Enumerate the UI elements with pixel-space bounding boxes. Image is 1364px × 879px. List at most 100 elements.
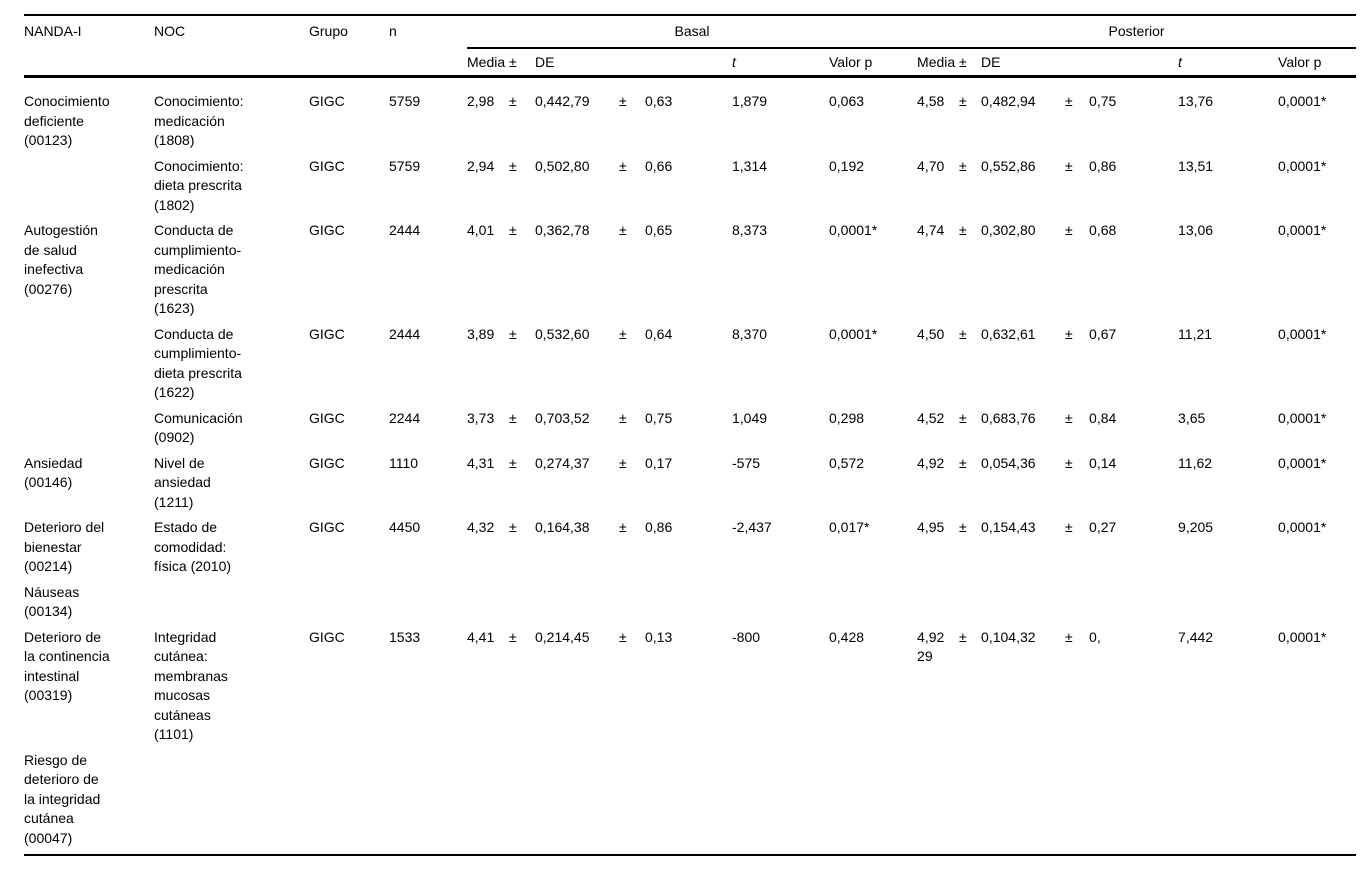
spacer [1089,47,1179,78]
posterior-t-cell: 11,62 [1178,454,1213,471]
col-header-basal-de: DE [535,47,619,78]
col-header-basal-pm: ± [509,47,535,78]
posterior-de-cell [981,750,1066,856]
basal-valor-p-cell: 0,0001* [829,325,878,342]
basal-valor-p-cell: 0,298 [829,409,865,426]
basal-de2-cell: 0,63 [645,93,673,109]
posterior-valor-p-cell: 0,0001* [1278,628,1327,645]
posterior-pm-sign-2: ± [1065,222,1073,238]
posterior-media-cell: 4,70 [917,157,945,174]
posterior-de-cell: 0,683,76 [981,409,1036,426]
posterior-valor-p-cell: 0,0001* [1278,519,1327,535]
posterior-t-cell: 13,06 [1178,222,1214,238]
noc-cell: Conducta de cumplimiento-medicación pres… [154,222,242,316]
basal-media-cell: 4,01 [467,222,495,238]
posterior-pm-sign: ± [959,519,967,535]
posterior-pm-sign-2: ± [1065,93,1073,109]
basal-pm-sign: ± [509,325,517,342]
posterior-de2-cell: 0,84 [1089,409,1117,426]
posterior-t-cell: 9,205 [1178,519,1214,535]
table-row: Riesgo de deterioro de la integridad cut… [24,750,1357,856]
basal-pm-sign-2: ± [619,93,627,109]
spacer [645,47,732,78]
basal-de-cell: 0,532,60 [535,325,590,342]
posterior-pm-sign-2: ± [1065,519,1073,535]
table-row: Ansiedad (00146) Nivel de ansiedad (1211… [24,454,1356,519]
nanda-diagnosis-secondary: Náuseas (00134) [24,583,80,620]
nanda-cell: Conocimiento deficiente (00123) [24,77,154,157]
nanda-cell: Deterioro de la continencia intestinal (… [24,628,154,751]
col-header-posterior-valor-p: Valor p [1278,47,1357,78]
basal-media-cell: 2,94 [467,157,495,174]
basal-pm-sign-2: ± [619,519,627,535]
grupo-cell: GIGC [309,628,345,645]
basal-media-cell: 3,73 [467,409,495,426]
basal-valor-p-cell: 0,017* [829,519,870,535]
basal-valor-p-cell: 0,192 [829,157,865,174]
basal-pm-sign-2: ± [619,325,627,342]
noc-cell [154,750,309,856]
basal-pm-sign: ± [509,222,517,238]
basal-de-cell: 0,362,78 [535,222,590,238]
results-table: NANDA-I NOC Grupo n Basal Posterior Medi… [24,14,1357,856]
posterior-pm-sign-2: ± [1065,409,1073,426]
posterior-pm-sign: ± [959,409,967,426]
basal-pm-sign: ± [509,628,517,645]
posterior-t-cell [1178,750,1279,856]
posterior-de2-cell: 0,75 [1089,93,1117,109]
noc-cell: Conocimiento: dieta prescrita (1802) [154,157,244,213]
col-header-basal-t: t [732,47,829,78]
basal-valor-p-cell: 0,0001* [829,222,878,238]
col-header-grupo: Grupo [309,15,389,78]
posterior-de2-cell: 0,27 [1089,519,1117,535]
posterior-pm-sign-2: ± [1065,157,1073,174]
posterior-t-cell: 3,65 [1178,409,1206,426]
table-row: Autogestión de salud inefectiva (00276) … [24,221,1356,325]
basal-pm-sign: ± [509,519,517,535]
nanda-diagnosis: Autogestión de salud inefectiva (00276) [24,222,98,297]
basal-de-cell: 0,214,45 [535,628,590,645]
noc-cell: Nivel de ansiedad (1211) [154,454,211,510]
posterior-valor-p-cell: 0,0001* [1278,325,1327,342]
grupo-cell: GIGC [309,157,345,174]
basal-pm-sign-2: ± [619,628,627,645]
posterior-pm-sign: ± [959,454,967,471]
nanda-cell: Autogestión de salud inefectiva (00276) [24,221,154,325]
nanda-diagnosis: Deterioro del bienestar (00214) [24,519,105,574]
n-cell: 2244 [389,409,421,426]
grupo-cell: GIGC [309,519,345,535]
posterior-de2-cell [1089,750,1179,856]
table-row: Conocimiento deficiente (00123) Conocimi… [24,77,1356,157]
basal-valor-p-cell: 0,428 [829,628,865,645]
basal-de2-cell: 0,75 [645,409,673,426]
table-header: NANDA-I NOC Grupo n Basal Posterior Medi… [24,15,1357,78]
basal-t-cell: -575 [732,454,761,471]
posterior-pm-sign [959,750,982,856]
table-row: Deterioro de la continencia intestinal (… [24,628,1356,751]
basal-de2-cell [645,750,732,856]
basal-pm-sign-2: ± [619,157,627,174]
table-row: Comunicación (0902) GIGC 2244 3,73 ± 0,7… [24,409,1356,454]
noc-cell: Integridad cutánea: membranas mucosas cu… [154,628,228,743]
basal-de2-cell: 0,66 [645,157,673,174]
basal-valor-p-cell: 0,063 [829,93,865,109]
basal-de-cell: 0,274,37 [535,454,590,471]
grupo-cell: GIGC [309,454,345,471]
posterior-de-cell: 0,154,43 [981,519,1036,535]
basal-t-cell: 1,049 [732,409,768,426]
basal-de2-cell: 0,64 [645,325,673,342]
posterior-media-cell: 4,74 [917,222,945,238]
col-header-basal-valor-p: Valor p [829,47,918,78]
basal-de-cell: 0,703,52 [535,409,590,426]
basal-pm-sign-2 [619,750,645,856]
nanda-cell: Riesgo de deterioro de la integridad cut… [24,750,154,856]
nanda-cell [24,157,154,222]
posterior-media-cell: 4,52 [917,409,945,426]
posterior-de-cell: 0,552,86 [981,157,1036,174]
basal-pm-sign-2: ± [619,454,627,471]
n-cell: 2444 [389,222,421,238]
nanda-diagnosis: Riesgo de deterioro de la integridad cut… [24,751,101,846]
basal-pm-sign: ± [509,409,517,426]
posterior-media-cell: 4,58 [917,93,945,109]
